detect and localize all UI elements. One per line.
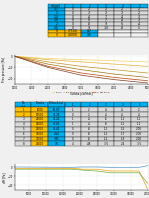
Legend: serie1, serie2, serie3: serie1, serie2, serie3: [65, 197, 97, 198]
Y-axis label: Pres presiune [Pa]: Pres presiune [Pa]: [2, 57, 6, 82]
Legend: d=0.7, d=1, d=1.4, d=1.6, d=2, d=2.5: d=0.7, d=1, d=1.4, d=1.6, d=2, d=2.5: [51, 90, 111, 93]
Y-axis label: dPf [Pa]: dPf [Pa]: [2, 172, 6, 183]
X-axis label: Turatia [rot/min]: Turatia [rot/min]: [70, 92, 93, 96]
